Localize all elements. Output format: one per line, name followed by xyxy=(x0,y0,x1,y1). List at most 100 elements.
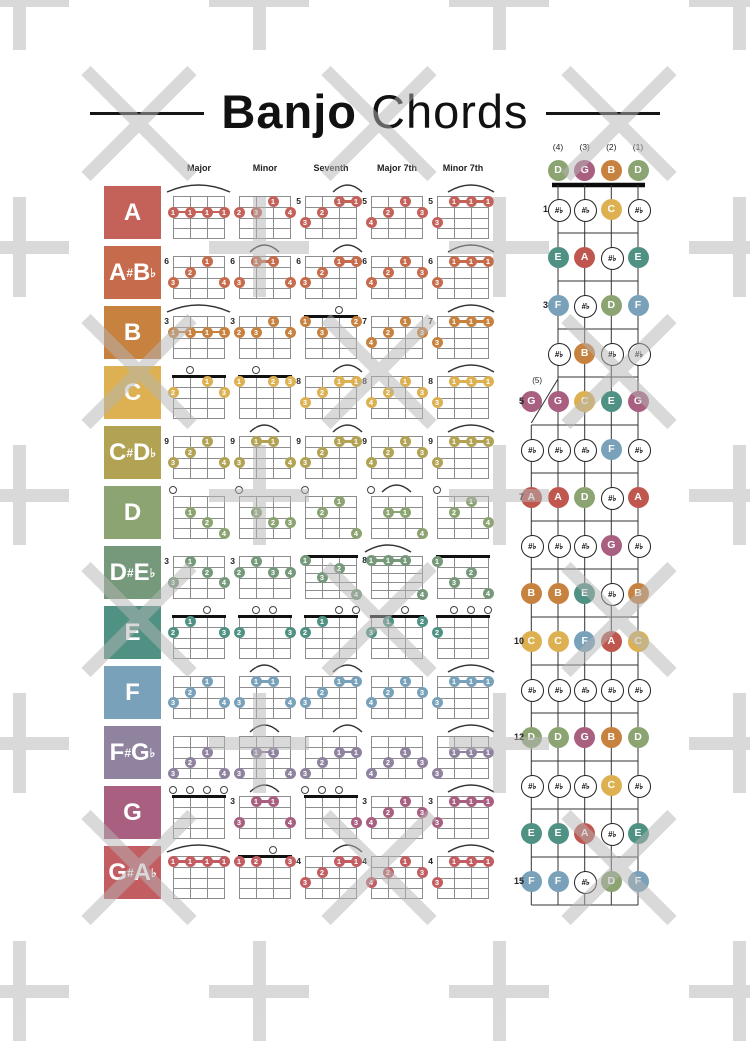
grid-fret-line xyxy=(437,397,489,399)
finger-dot: 4 xyxy=(365,277,377,289)
grid-fret-line xyxy=(173,736,225,737)
grid-fret-line xyxy=(239,877,291,879)
open-string-marker xyxy=(433,486,441,494)
grid-fret-line xyxy=(173,888,225,890)
fret-note-c: C xyxy=(520,630,542,652)
fret-note-d: D xyxy=(627,159,649,181)
grid-fret-line xyxy=(437,386,489,388)
finger-dot: 2 xyxy=(250,855,262,867)
finger-dot: 2 xyxy=(316,757,328,769)
fret-note-g: G xyxy=(627,390,649,412)
base-fret-label: 8 xyxy=(428,375,433,386)
grid-fret-line xyxy=(437,468,489,470)
grid-fret-line xyxy=(239,577,291,579)
finger-dot: 3 xyxy=(431,397,443,409)
finger-dot: 3 xyxy=(316,326,328,338)
fret-note-f: F xyxy=(574,630,596,652)
grid-fret-line xyxy=(371,778,423,779)
row-label-text: D xyxy=(109,558,127,586)
base-fret-label: 5 xyxy=(296,195,301,206)
open-string-marker xyxy=(269,846,277,854)
finger-dot: 3 xyxy=(167,577,179,589)
fret-note-accidental: #♭ xyxy=(547,342,571,366)
fret-note-accidental: #♭ xyxy=(600,342,624,366)
grid-fret-line xyxy=(239,517,291,519)
grid-fret-line xyxy=(305,778,357,779)
barre-arc xyxy=(447,304,495,313)
grid-fret-line xyxy=(305,228,357,230)
base-fret-label: 3 xyxy=(230,555,235,566)
title-light: Chords xyxy=(356,85,529,138)
grid-fret-line xyxy=(437,316,489,317)
fret-note-f: F xyxy=(547,294,569,316)
watermark-mark xyxy=(0,984,69,998)
grid-fret-line xyxy=(305,376,357,377)
finger-dot: 1 xyxy=(167,326,179,338)
grid-fret-line xyxy=(173,898,225,899)
grid-fret-line xyxy=(173,496,225,497)
row-label-text: # xyxy=(126,265,133,280)
fret-note-accidental: #♭ xyxy=(627,198,651,222)
fret-note-e: E xyxy=(547,822,569,844)
grid-fret-line xyxy=(371,408,423,410)
watermark-mark xyxy=(252,0,266,50)
nut-line xyxy=(304,615,358,618)
finger-dot: 2 xyxy=(382,866,394,878)
finger-dot: 3 xyxy=(299,217,311,229)
finger-dot: 4 xyxy=(350,528,362,540)
barre-arc xyxy=(447,664,495,673)
fret-note-e: E xyxy=(547,246,569,268)
grid-fret-line xyxy=(173,217,225,219)
finger-dot: 1 xyxy=(267,795,279,807)
finger-dot: 1 xyxy=(399,195,411,207)
grid-fret-line xyxy=(437,228,489,230)
grid-fret-line xyxy=(437,277,489,279)
barre-arc xyxy=(332,244,363,253)
finger-dot: 1 xyxy=(333,495,345,507)
grid-fret-line xyxy=(371,598,423,599)
grid-fret-line xyxy=(305,648,357,650)
grid-fret-line xyxy=(239,316,291,317)
grid-fret-line xyxy=(371,590,423,592)
grid-fret-line xyxy=(371,736,423,737)
finger-dot: 1 xyxy=(448,675,460,687)
grid-fret-line xyxy=(371,828,423,830)
row-label-asbb: A # B ♭ xyxy=(104,246,161,299)
grid-fret-line xyxy=(173,266,225,268)
column-header-major: Major xyxy=(186,163,212,173)
finger-dot: 3 xyxy=(365,626,377,638)
finger-dot: 4 xyxy=(284,817,296,829)
grid-fret-line xyxy=(437,598,489,599)
grid-fret-line xyxy=(305,217,357,219)
barre-arc xyxy=(249,424,280,433)
grid-fret-line xyxy=(371,648,423,650)
grid-fret-line xyxy=(371,708,423,710)
finger-dot: 1 xyxy=(399,255,411,267)
grid-fret-line xyxy=(239,446,291,448)
row-label-text: G xyxy=(108,858,127,886)
barre-tie-line xyxy=(256,440,273,443)
row-label-e: E xyxy=(104,606,161,659)
grid-fret-line xyxy=(305,626,357,628)
base-fret-label: 4 xyxy=(428,855,433,866)
watermark-mark xyxy=(12,197,26,297)
finger-dot: 2 xyxy=(382,446,394,458)
fret-note-accidental: #♭ xyxy=(520,774,544,798)
grid-fret-line xyxy=(371,436,423,437)
grid-fret-line xyxy=(305,238,357,239)
open-string-marker xyxy=(235,486,243,494)
grid-fret-line xyxy=(239,217,291,219)
open-string-marker xyxy=(252,366,260,374)
chord-diagram: 1 2 3 xyxy=(167,366,230,419)
grid-fret-line xyxy=(239,556,291,557)
barre-tie-line xyxy=(339,440,356,443)
